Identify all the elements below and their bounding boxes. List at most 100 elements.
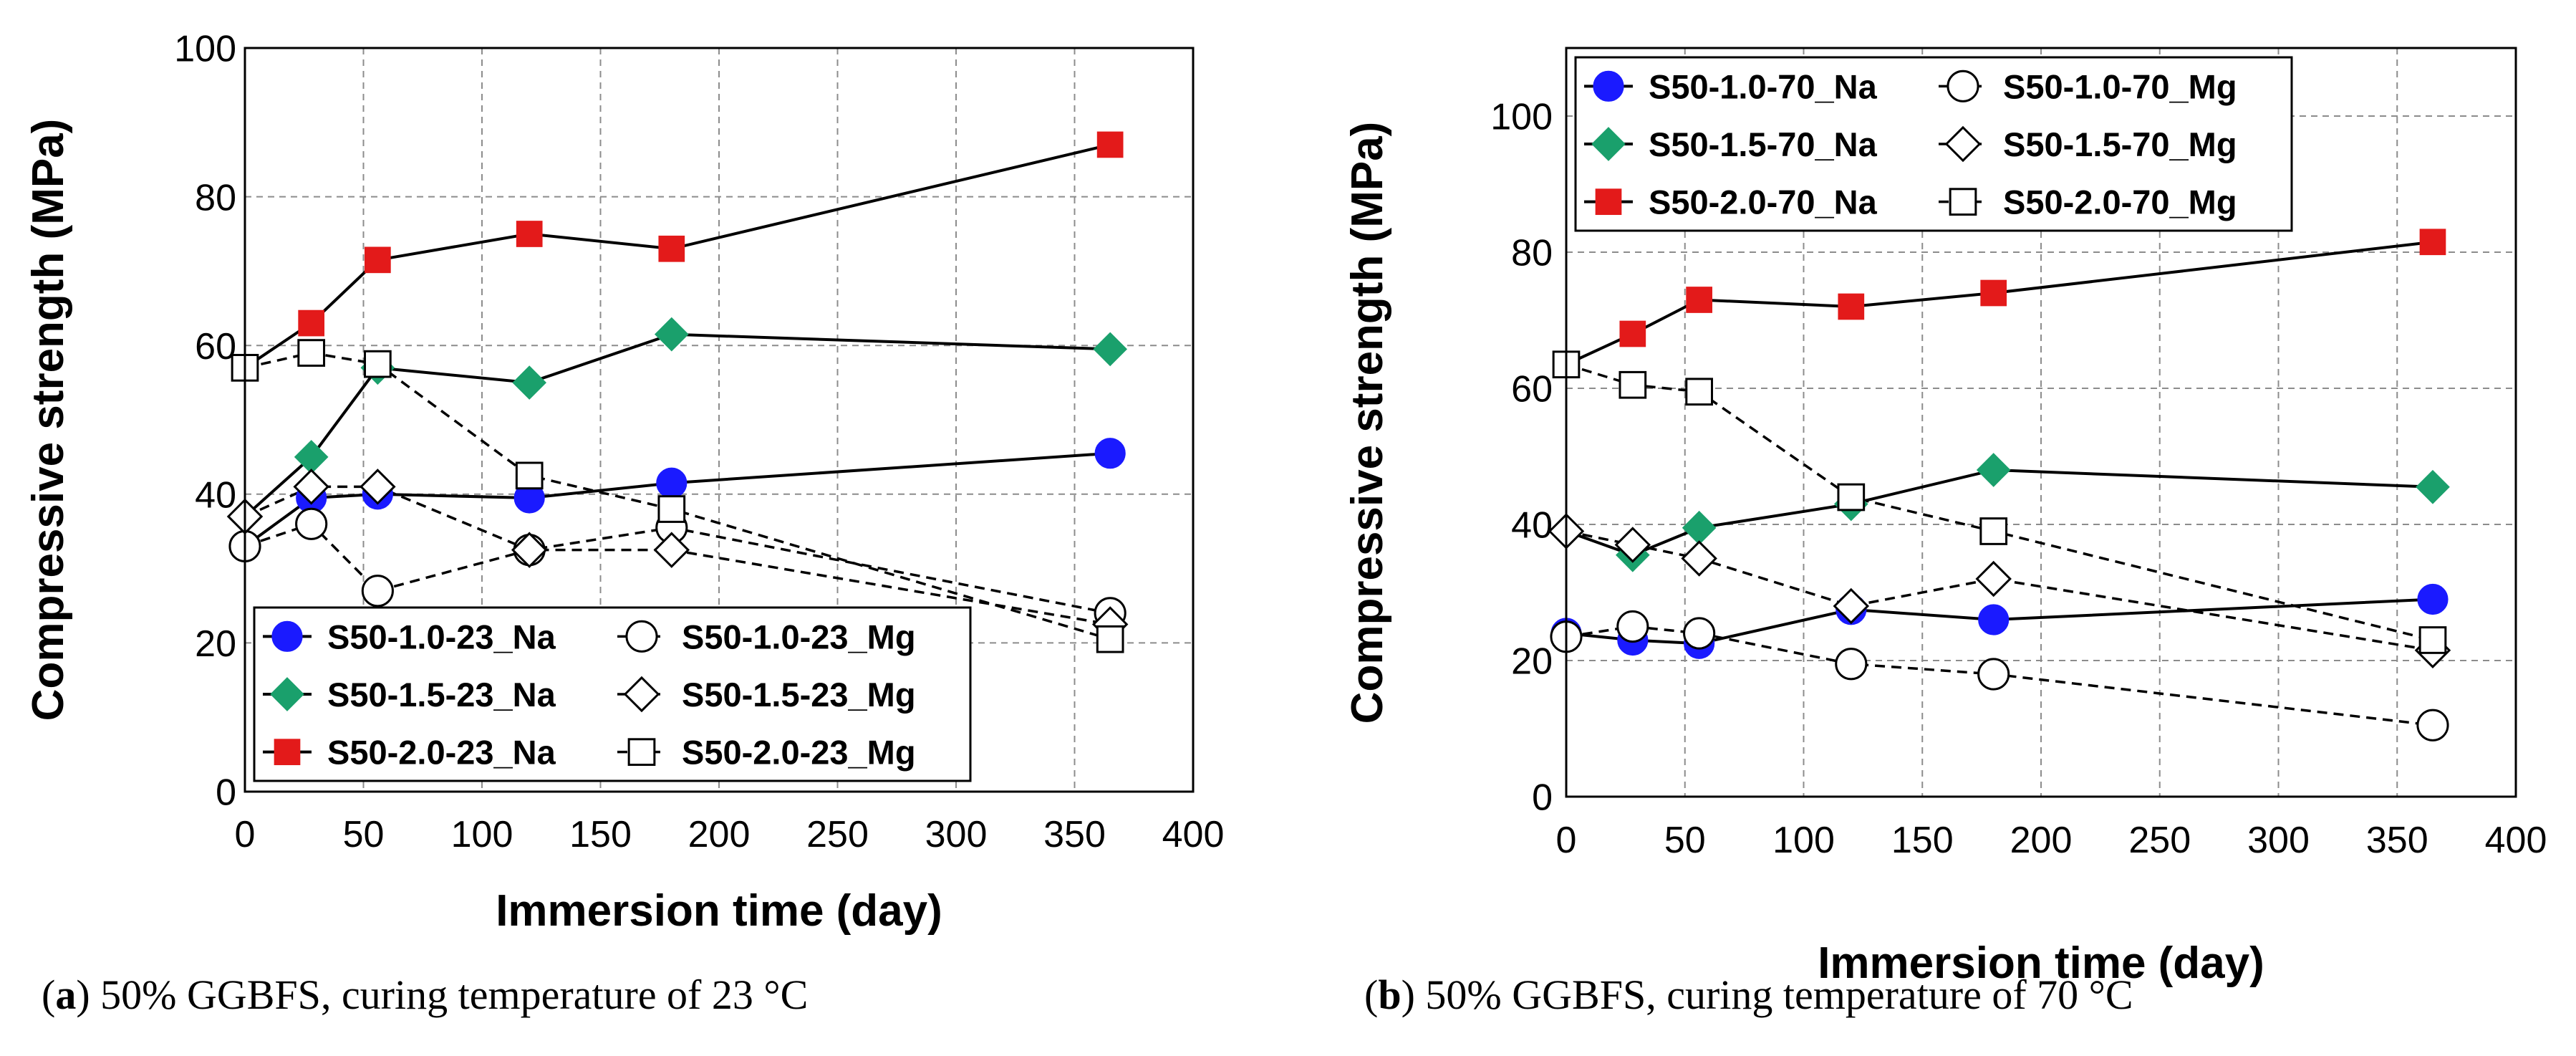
y-tick-label: 80 bbox=[195, 177, 236, 219]
x-axis-title: Immersion time (day) bbox=[1818, 939, 2264, 988]
data-point-circle bbox=[1094, 438, 1126, 469]
data-point-square bbox=[1838, 293, 1865, 320]
x-tick-label: 100 bbox=[1772, 820, 1835, 861]
y-tick-label: 20 bbox=[195, 623, 236, 665]
y-tick-labels: 0 20 40 60 80 100 bbox=[1490, 97, 1553, 819]
data-point-square bbox=[1979, 517, 2008, 545]
legend-box bbox=[253, 606, 972, 782]
data-point-circle bbox=[1835, 648, 1868, 681]
data-point-diamond bbox=[512, 365, 547, 400]
data-point-diamond bbox=[654, 317, 689, 352]
plot-border bbox=[243, 47, 1195, 793]
legend-item: S50-2.0-23_Mg bbox=[617, 734, 916, 772]
y-tick-label: 80 bbox=[1511, 233, 1553, 274]
x-tick-labels: 0 50 100 150 200 250 300 350 400 bbox=[235, 814, 1225, 855]
data-point-circle bbox=[2416, 709, 2449, 741]
plot-border bbox=[1565, 47, 2517, 798]
legend-marker-square bbox=[1595, 188, 1622, 216]
legend-label: S50-1.5-23_Mg bbox=[682, 676, 916, 714]
x-tick-label: 250 bbox=[806, 814, 869, 855]
legend-marker-circle bbox=[625, 620, 658, 653]
legend-item: S50-2.0-23_Na bbox=[263, 734, 556, 772]
legend-item: S50-1.5-23_Na bbox=[263, 676, 556, 714]
y-tick-label: 60 bbox=[195, 326, 236, 368]
data-point-square bbox=[1096, 625, 1124, 653]
x-tick-label: 200 bbox=[2010, 820, 2073, 861]
data-point-square bbox=[1096, 131, 1124, 158]
x-tick-label: 100 bbox=[451, 814, 513, 855]
x-axis-title: Immersion time (day) bbox=[496, 886, 942, 936]
data-point-diamond bbox=[1681, 540, 1717, 577]
x-tick-label: 400 bbox=[2485, 820, 2547, 861]
legend-label: S50-2.0-23_Mg bbox=[682, 734, 916, 772]
chart-panel-a: 0 50 100 150 200 250 300 350 400 0 20 40 60 80 100 Im… bbox=[24, 29, 1224, 1018]
data-point-diamond bbox=[1976, 453, 2011, 487]
legend-item: S50-1.0-23_Mg bbox=[617, 618, 916, 656]
x-tick-label: 150 bbox=[569, 814, 632, 855]
legend-marker-diamond bbox=[623, 676, 660, 713]
legend-marker-circle bbox=[1593, 70, 1624, 102]
x-tick-label: 400 bbox=[1162, 814, 1225, 855]
legend-marker-diamond bbox=[270, 677, 304, 711]
x-tick-label: 200 bbox=[688, 814, 751, 855]
x-tick-label: 50 bbox=[343, 814, 385, 855]
data-point-square bbox=[515, 461, 544, 490]
data-point-square bbox=[657, 495, 686, 523]
legend-item: S50-1.0-23_Na bbox=[263, 618, 556, 656]
data-point-diamond bbox=[293, 469, 329, 505]
series-line bbox=[244, 485, 1111, 626]
legend-label: S50-1.5-70_Mg bbox=[2003, 125, 2237, 163]
data-point-square bbox=[297, 339, 326, 367]
data-point-circle bbox=[1978, 604, 2010, 635]
data-point-square bbox=[365, 246, 391, 274]
x-tick-label: 50 bbox=[1664, 820, 1706, 861]
y-axis-title: Compressive strength (MPa) bbox=[1343, 122, 1392, 724]
legend: S50-1.0-70_Na S50-1.0-70_Mg S50-1.5-70_Na S… bbox=[1574, 56, 2293, 232]
x-tick-label: 350 bbox=[2366, 820, 2428, 861]
data-point-square bbox=[516, 221, 543, 247]
legend-marker-square bbox=[1949, 188, 1977, 216]
legend-box bbox=[1574, 56, 2293, 232]
y-tick-label: 100 bbox=[174, 29, 236, 70]
data-point-diamond bbox=[1975, 560, 2012, 597]
series-line bbox=[243, 332, 1111, 518]
legend-item: S50-1.5-23_Mg bbox=[617, 676, 916, 714]
legend-label: S50-1.0-70_Mg bbox=[2003, 67, 2237, 105]
y-tick-labels: 0 20 40 60 80 100 bbox=[174, 29, 236, 814]
legend-item: S50-1.0-70_Mg bbox=[1939, 67, 2237, 105]
data-point-square bbox=[298, 309, 325, 337]
y-tick-label: 20 bbox=[1511, 641, 1553, 683]
legend-label: S50-1.0-70_Na bbox=[1649, 67, 1878, 105]
data-point-square bbox=[658, 235, 685, 262]
x-tick-label: 250 bbox=[2128, 820, 2191, 861]
data-point-square bbox=[1686, 287, 1712, 313]
legend-items: S50-1.0-23_Na S50-1.0-23_Mg S50-1.5-23_Na S… bbox=[263, 618, 916, 772]
y-axis-title: Compressive strength (MPa) bbox=[24, 119, 73, 721]
data-point-square bbox=[1619, 320, 1646, 347]
caption-panel-label: b bbox=[1378, 971, 1401, 1018]
legend-items: S50-1.0-70_Na S50-1.0-70_Mg S50-1.5-70_Na S… bbox=[1584, 67, 2237, 221]
data-point-circle bbox=[2417, 583, 2449, 615]
caption-text: 50% GGBFS, curing temperature of 23 °C bbox=[100, 971, 808, 1018]
data-point-circle bbox=[295, 507, 328, 540]
legend-label: S50-1.5-70_Na bbox=[1649, 125, 1878, 163]
legend-marker-circle bbox=[271, 620, 303, 652]
legend-item: S50-1.5-70_Mg bbox=[1939, 125, 2237, 163]
x-tick-label: 0 bbox=[1556, 820, 1577, 861]
data-point-circle bbox=[656, 467, 688, 499]
legend-item: S50-1.0-70_Na bbox=[1584, 67, 1878, 105]
legend-label: S50-1.5-23_Na bbox=[327, 676, 556, 714]
legend-label: S50-2.0-70_Mg bbox=[2003, 183, 2237, 221]
data-point-square bbox=[364, 350, 392, 378]
y-tick-label: 60 bbox=[1511, 369, 1553, 411]
data-point-square bbox=[1685, 378, 1713, 406]
data-point-diamond bbox=[1093, 332, 1127, 367]
caption-b: (b) 50% GGBFS, curing temperature of 70 … bbox=[1364, 971, 2133, 1018]
legend-item: S50-2.0-70_Mg bbox=[1939, 183, 2237, 221]
data-point-diamond bbox=[1614, 527, 1651, 563]
x-tick-label: 350 bbox=[1043, 814, 1106, 855]
legend-marker-diamond bbox=[1944, 125, 1982, 163]
data-point-diamond bbox=[360, 469, 396, 505]
data-point-circle bbox=[1977, 658, 2010, 691]
